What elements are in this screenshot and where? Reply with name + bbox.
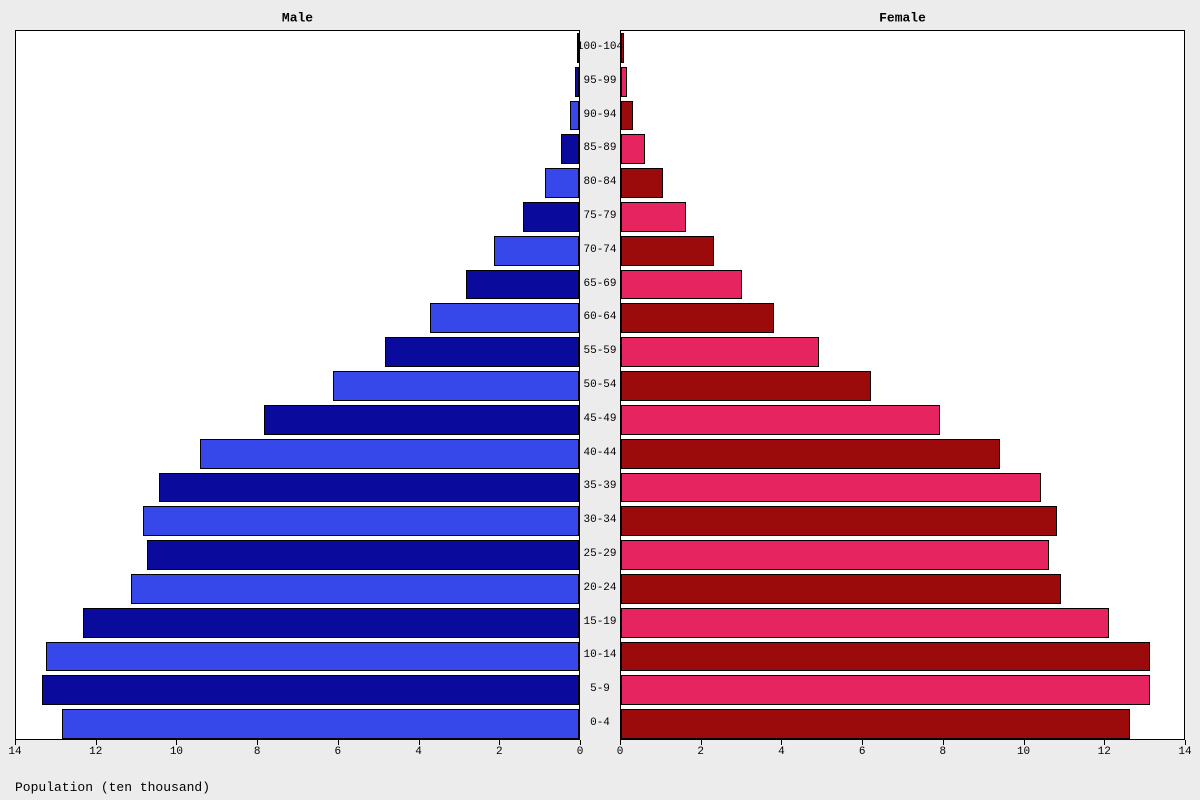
female-bar [621, 405, 940, 435]
female-bar [621, 134, 645, 164]
female-tick-label: 8 [940, 746, 947, 758]
age-group-label: 10-14 [583, 649, 616, 661]
female-bar [621, 337, 819, 367]
male-bar [62, 709, 579, 739]
age-group-label: 90-94 [583, 109, 616, 121]
male-bar [385, 337, 579, 367]
female-bar [621, 642, 1150, 672]
female-bar [621, 168, 663, 198]
male-tick-label: 12 [89, 746, 102, 758]
age-group-label: 20-24 [583, 582, 616, 594]
female-tick [1185, 740, 1186, 745]
female-bar [621, 270, 742, 300]
female-plot-area [620, 30, 1185, 740]
female-tick [701, 740, 702, 745]
male-tick-label: 14 [8, 746, 21, 758]
female-title: Female [879, 11, 926, 26]
male-title: Male [282, 11, 313, 26]
female-tick-label: 0 [617, 746, 624, 758]
female-bar [621, 439, 1000, 469]
age-group-label: 80-84 [583, 176, 616, 188]
male-tick-label: 2 [496, 746, 503, 758]
male-bar [494, 236, 579, 266]
male-bar [131, 574, 579, 604]
male-plot-area [15, 30, 580, 740]
age-group-label: 75-79 [583, 210, 616, 222]
x-axis-caption: Population (ten thousand) [15, 780, 210, 795]
age-group-label: 100-104 [577, 41, 623, 53]
male-bar [523, 202, 580, 232]
age-group-label: 55-59 [583, 345, 616, 357]
male-bar [147, 540, 579, 570]
male-bar [46, 642, 579, 672]
male-bar [545, 168, 579, 198]
female-bar [621, 608, 1109, 638]
female-tick [1104, 740, 1105, 745]
female-bar [621, 473, 1041, 503]
female-tick-label: 14 [1178, 746, 1191, 758]
male-tick [176, 740, 177, 745]
male-tick-label: 4 [415, 746, 422, 758]
age-group-label: 5-9 [590, 683, 610, 695]
male-tick [15, 740, 16, 745]
age-group-label: 65-69 [583, 278, 616, 290]
male-tick-label: 8 [254, 746, 261, 758]
male-bar [143, 506, 579, 536]
male-bar [430, 303, 579, 333]
female-tick-label: 12 [1098, 746, 1111, 758]
age-group-label: 85-89 [583, 142, 616, 154]
female-bar [621, 67, 627, 97]
female-tick [781, 740, 782, 745]
male-bar [159, 473, 579, 503]
female-tick-label: 4 [778, 746, 785, 758]
male-bar [42, 675, 579, 705]
male-tick [257, 740, 258, 745]
female-tick-label: 6 [859, 746, 866, 758]
female-tick [620, 740, 621, 745]
male-tick-label: 10 [170, 746, 183, 758]
age-group-label: 50-54 [583, 379, 616, 391]
female-bar [621, 202, 686, 232]
age-group-label: 60-64 [583, 311, 616, 323]
female-tick [943, 740, 944, 745]
female-tick-label: 2 [697, 746, 704, 758]
male-bar [570, 101, 579, 131]
age-group-label: 25-29 [583, 548, 616, 560]
male-bar [333, 371, 579, 401]
female-tick [862, 740, 863, 745]
female-bar [621, 540, 1049, 570]
male-tick [338, 740, 339, 745]
female-bar [621, 101, 633, 131]
male-bar [575, 67, 579, 97]
male-bar [561, 134, 579, 164]
male-tick-label: 6 [335, 746, 342, 758]
female-bar [621, 236, 714, 266]
population-pyramid-chart: Male Female 0-4 5-9 10-14 15-19 20-24 25-29 30-3… [0, 0, 1200, 800]
male-tick-label: 0 [577, 746, 584, 758]
age-group-label: 15-19 [583, 616, 616, 628]
age-group-label: 0-4 [590, 717, 610, 729]
female-tick-label: 10 [1017, 746, 1030, 758]
male-bar [264, 405, 579, 435]
female-bar [621, 574, 1061, 604]
age-group-label: 30-34 [583, 514, 616, 526]
age-group-label: 45-49 [583, 413, 616, 425]
female-bar [621, 709, 1130, 739]
female-bar [621, 675, 1150, 705]
female-bar [621, 506, 1057, 536]
male-tick [499, 740, 500, 745]
male-bar [83, 608, 579, 638]
age-group-label: 70-74 [583, 244, 616, 256]
male-tick [419, 740, 420, 745]
male-bar [200, 439, 579, 469]
age-group-label: 35-39 [583, 480, 616, 492]
female-tick [1024, 740, 1025, 745]
male-tick [580, 740, 581, 745]
female-bar [621, 371, 871, 401]
age-group-label: 40-44 [583, 447, 616, 459]
female-bar [621, 303, 774, 333]
male-tick [96, 740, 97, 745]
age-group-label: 95-99 [583, 75, 616, 87]
male-bar [466, 270, 579, 300]
